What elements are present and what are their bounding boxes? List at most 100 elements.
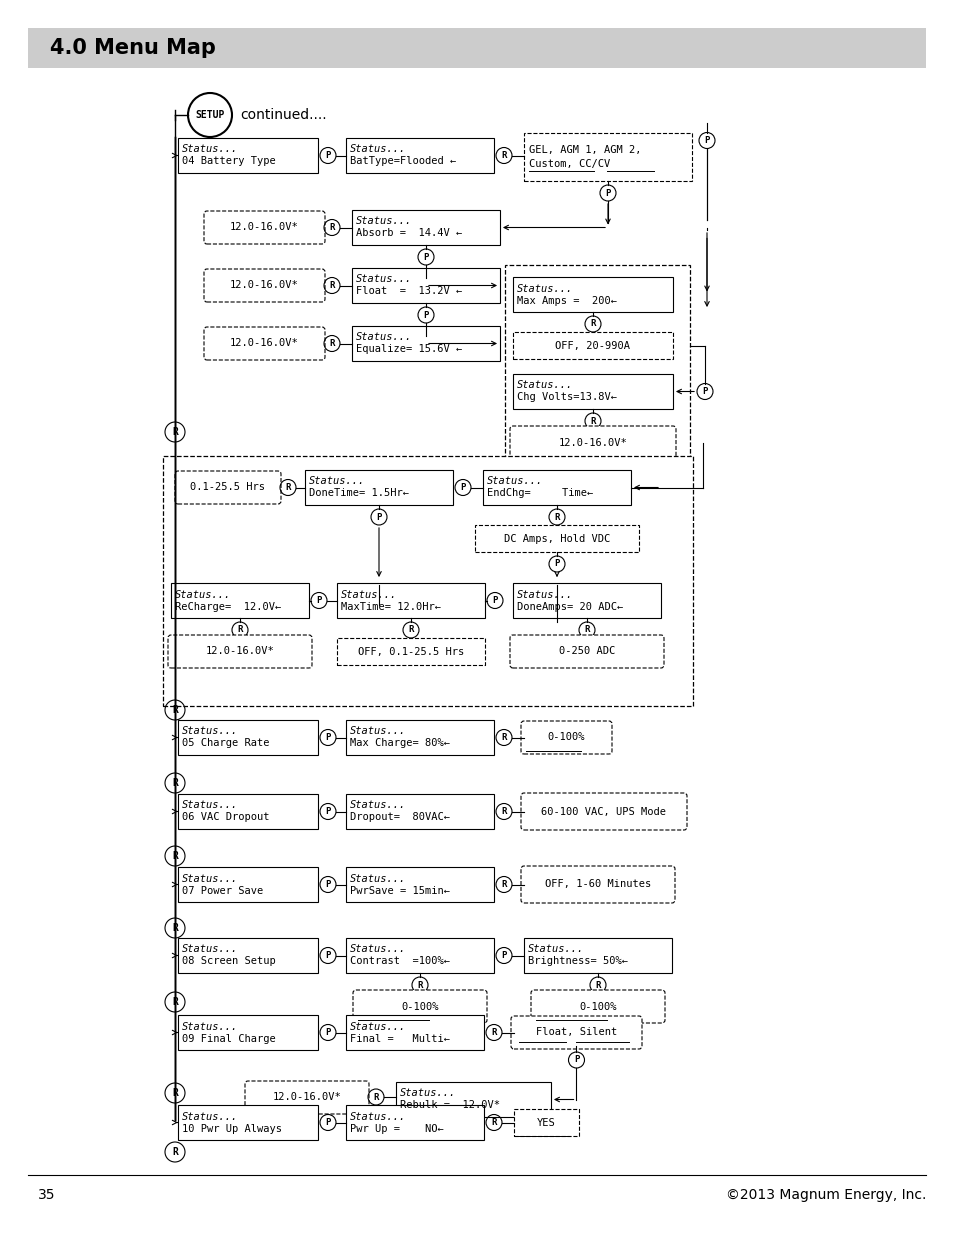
Text: Status...: Status... bbox=[182, 726, 238, 736]
Text: R: R bbox=[172, 851, 178, 861]
Text: R: R bbox=[416, 981, 422, 989]
Text: 0-100%: 0-100% bbox=[401, 1002, 438, 1011]
Text: 10 Pwr Up Always: 10 Pwr Up Always bbox=[182, 1124, 282, 1134]
Text: P: P bbox=[423, 310, 428, 320]
Text: 60-100 VAC, UPS Mode: 60-100 VAC, UPS Mode bbox=[541, 806, 666, 816]
Text: Status...: Status... bbox=[340, 589, 396, 599]
Text: Status...: Status... bbox=[182, 873, 238, 883]
Text: R: R bbox=[500, 151, 506, 161]
FancyBboxPatch shape bbox=[168, 635, 312, 668]
Text: R: R bbox=[491, 1118, 497, 1128]
Text: P: P bbox=[604, 189, 610, 198]
Text: continued....: continued.... bbox=[240, 107, 326, 122]
Text: 35: 35 bbox=[38, 1188, 55, 1202]
Text: R: R bbox=[583, 625, 589, 635]
Text: Status...: Status... bbox=[517, 380, 573, 390]
Text: DoneAmps= 20 ADC←: DoneAmps= 20 ADC← bbox=[517, 601, 622, 611]
FancyBboxPatch shape bbox=[482, 471, 630, 505]
FancyBboxPatch shape bbox=[28, 28, 925, 68]
FancyBboxPatch shape bbox=[520, 793, 686, 830]
FancyBboxPatch shape bbox=[346, 867, 494, 902]
Text: Chg Volts=13.8V←: Chg Volts=13.8V← bbox=[517, 393, 617, 403]
Text: 05 Charge Rate: 05 Charge Rate bbox=[182, 739, 269, 748]
Text: Status...: Status... bbox=[517, 284, 573, 294]
FancyBboxPatch shape bbox=[178, 720, 317, 755]
Text: Custom, CC/CV: Custom, CC/CV bbox=[529, 159, 610, 169]
Text: P: P bbox=[325, 951, 331, 960]
Text: 04 Battery Type: 04 Battery Type bbox=[182, 157, 275, 167]
Text: R: R bbox=[500, 734, 506, 742]
FancyBboxPatch shape bbox=[178, 794, 317, 829]
FancyBboxPatch shape bbox=[523, 133, 691, 182]
FancyBboxPatch shape bbox=[171, 583, 309, 618]
Text: R: R bbox=[329, 224, 335, 232]
FancyBboxPatch shape bbox=[336, 583, 484, 618]
FancyBboxPatch shape bbox=[346, 138, 494, 173]
FancyBboxPatch shape bbox=[395, 1082, 551, 1116]
Text: Status...: Status... bbox=[350, 873, 406, 883]
Text: Float, Silent: Float, Silent bbox=[536, 1028, 617, 1037]
FancyBboxPatch shape bbox=[353, 990, 486, 1023]
FancyBboxPatch shape bbox=[352, 268, 499, 303]
Text: R: R bbox=[172, 1147, 178, 1157]
Text: Status...: Status... bbox=[350, 726, 406, 736]
Text: 08 Screen Setup: 08 Screen Setup bbox=[182, 956, 275, 967]
Text: R: R bbox=[590, 320, 595, 329]
Text: Status...: Status... bbox=[350, 1112, 406, 1121]
Text: MaxTime= 12.0Hr←: MaxTime= 12.0Hr← bbox=[340, 601, 440, 611]
Text: 12.0-16.0V*: 12.0-16.0V* bbox=[230, 222, 298, 232]
FancyBboxPatch shape bbox=[245, 1081, 369, 1114]
Text: BatType=Flooded ←: BatType=Flooded ← bbox=[350, 157, 456, 167]
Text: Status...: Status... bbox=[182, 945, 238, 955]
FancyBboxPatch shape bbox=[178, 1015, 317, 1050]
Text: R: R bbox=[172, 1088, 178, 1098]
FancyBboxPatch shape bbox=[352, 210, 499, 245]
Text: 0-100%: 0-100% bbox=[547, 732, 584, 742]
FancyBboxPatch shape bbox=[178, 138, 317, 173]
Text: R: R bbox=[329, 282, 335, 290]
Text: DoneTime= 1.5Hr←: DoneTime= 1.5Hr← bbox=[309, 489, 409, 499]
Text: Equalize= 15.6V ←: Equalize= 15.6V ← bbox=[355, 345, 462, 354]
Text: 06 VAC Dropout: 06 VAC Dropout bbox=[182, 813, 269, 823]
FancyBboxPatch shape bbox=[163, 456, 692, 706]
Text: Status...: Status... bbox=[174, 589, 231, 599]
Text: P: P bbox=[325, 1118, 331, 1128]
Text: P: P bbox=[325, 881, 331, 889]
Text: 12.0-16.0V*: 12.0-16.0V* bbox=[558, 437, 627, 447]
Text: Contrast  =100%←: Contrast =100%← bbox=[350, 956, 450, 967]
Text: R: R bbox=[590, 416, 595, 426]
FancyBboxPatch shape bbox=[346, 1015, 483, 1050]
Text: P: P bbox=[500, 951, 506, 960]
Text: P: P bbox=[554, 559, 559, 568]
Text: Float  =  13.2V ←: Float = 13.2V ← bbox=[355, 287, 462, 296]
Text: Max Charge= 80%←: Max Charge= 80%← bbox=[350, 739, 450, 748]
Text: R: R bbox=[500, 806, 506, 816]
Text: Status...: Status... bbox=[527, 945, 583, 955]
Text: Status...: Status... bbox=[355, 216, 412, 226]
Text: R: R bbox=[172, 705, 178, 715]
Text: Status...: Status... bbox=[350, 945, 406, 955]
Text: R: R bbox=[172, 997, 178, 1007]
Text: Status...: Status... bbox=[486, 477, 542, 487]
Text: P: P bbox=[423, 252, 428, 262]
Text: P: P bbox=[573, 1056, 578, 1065]
Text: Status...: Status... bbox=[350, 1021, 406, 1031]
Text: 12.0-16.0V*: 12.0-16.0V* bbox=[206, 646, 274, 657]
Text: R: R bbox=[285, 483, 291, 492]
Text: GEL, AGM 1, AGM 2,: GEL, AGM 1, AGM 2, bbox=[529, 144, 640, 156]
Text: SETUP: SETUP bbox=[195, 110, 225, 120]
FancyBboxPatch shape bbox=[346, 794, 494, 829]
Text: 12.0-16.0V*: 12.0-16.0V* bbox=[273, 1093, 341, 1103]
FancyBboxPatch shape bbox=[520, 866, 675, 903]
Text: Final =   Multi←: Final = Multi← bbox=[350, 1034, 450, 1044]
Text: DC Amps, Hold VDC: DC Amps, Hold VDC bbox=[503, 534, 610, 543]
Text: Status...: Status... bbox=[182, 800, 238, 810]
Text: P: P bbox=[460, 483, 465, 492]
Text: P: P bbox=[325, 734, 331, 742]
FancyBboxPatch shape bbox=[523, 939, 671, 973]
FancyBboxPatch shape bbox=[352, 326, 499, 361]
Text: R: R bbox=[237, 625, 242, 635]
FancyBboxPatch shape bbox=[531, 990, 664, 1023]
FancyBboxPatch shape bbox=[204, 269, 325, 303]
Text: 12.0-16.0V*: 12.0-16.0V* bbox=[230, 338, 298, 348]
